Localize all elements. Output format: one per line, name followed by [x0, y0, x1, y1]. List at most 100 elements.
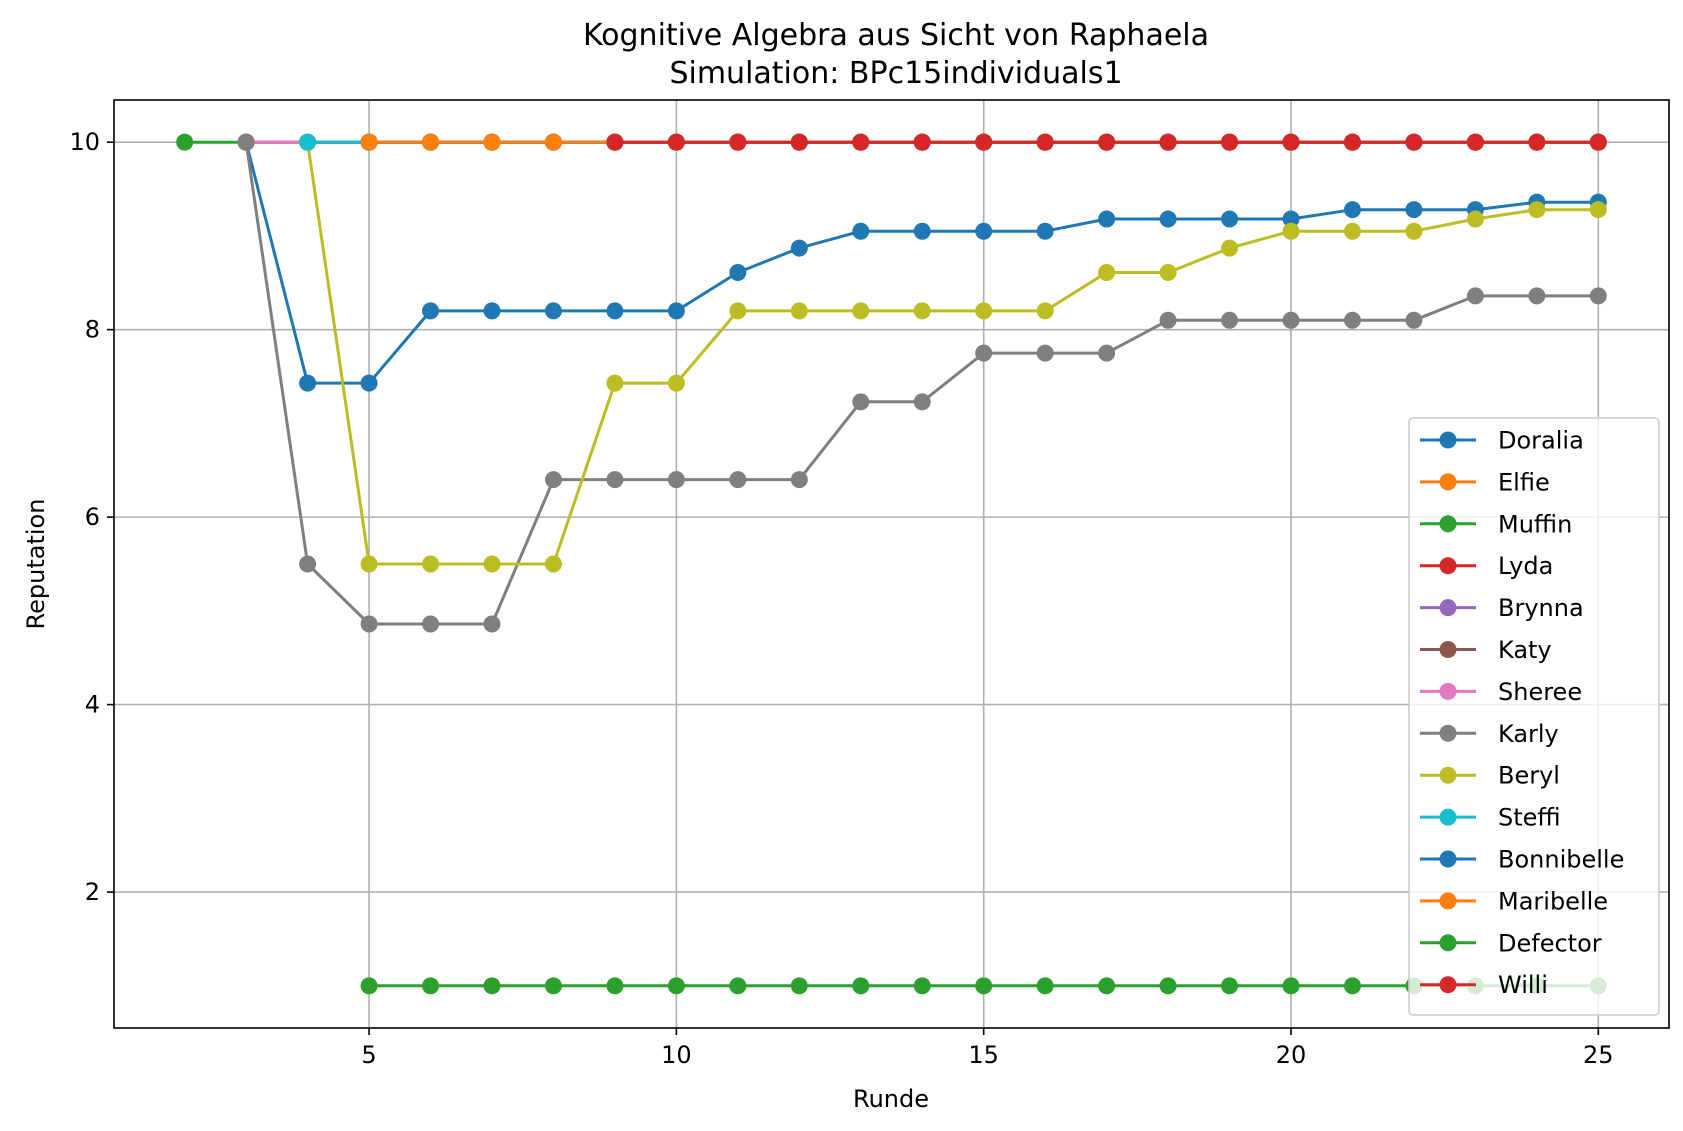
legend-item-brynna: Brynna: [1420, 594, 1584, 622]
data-point-karly: [667, 471, 685, 489]
data-point-beryl: [1466, 210, 1484, 228]
data-point-doralia: [975, 222, 993, 240]
legend-item-beryl: Beryl: [1420, 762, 1560, 790]
chart-subtitle: Simulation: BPc15individuals1: [669, 56, 1122, 91]
data-point-willi: [852, 133, 870, 151]
data-point-doralia: [852, 222, 870, 240]
legend-label: Willi: [1498, 971, 1548, 999]
data-point-willi: [790, 133, 808, 151]
plot-frame: [113, 99, 1670, 1029]
legend-marker: [1439, 641, 1457, 658]
legend: Doralia Elfie Muffin Lyda Brynna Katy Sheree Ka…: [1408, 417, 1660, 1016]
data-point-defector: [790, 977, 808, 995]
data-point-karly: [852, 393, 870, 411]
data-point-defector: [422, 977, 440, 995]
data-point-beryl: [360, 555, 378, 573]
data-point-beryl: [1528, 201, 1546, 219]
y-tick-label: 8: [85, 316, 100, 344]
data-point-doralia: [422, 302, 440, 320]
data-point-muffin: [176, 133, 194, 151]
data-point-karly: [299, 555, 317, 573]
legend-item-sheree: Sheree: [1420, 678, 1582, 706]
data-point-beryl: [975, 302, 993, 320]
data-point-karly: [1589, 287, 1607, 305]
legend-marker: [1439, 934, 1457, 952]
data-point-beryl: [913, 302, 931, 320]
legend-marker: [1439, 431, 1457, 449]
y-tick-label: 4: [85, 691, 100, 719]
legend-label: Bonnibelle: [1498, 846, 1624, 874]
ticks: 5 10 15 20 25 2 4 6 8 10: [69, 128, 1613, 1069]
legend-label: Steffi: [1498, 804, 1561, 832]
data-point-doralia: [1405, 201, 1423, 219]
x-axis-label: Runde: [853, 1085, 929, 1113]
legend-item-defector: Defector: [1420, 929, 1602, 957]
data-point-karly: [1159, 311, 1177, 329]
data-point-beryl: [790, 302, 808, 320]
series-willi: [606, 133, 1607, 151]
data-point-karly: [1528, 287, 1546, 305]
series-layer: [176, 133, 1607, 995]
legend-item-lyda: Lyda: [1420, 552, 1553, 580]
legend-item-karly: Karly: [1420, 720, 1559, 748]
data-point-maribelle: [544, 133, 562, 151]
data-point-doralia: [1159, 210, 1177, 228]
x-tick-label: 5: [361, 1041, 376, 1069]
data-point-willi: [1159, 133, 1177, 151]
series-karly: [237, 133, 1607, 633]
data-point-doralia: [790, 239, 808, 257]
data-point-willi: [606, 133, 624, 151]
data-point-beryl: [667, 374, 685, 392]
legend-box: [1408, 417, 1660, 1016]
legend-marker: [1439, 808, 1457, 826]
data-point-defector: [1221, 977, 1239, 995]
data-point-doralia: [299, 374, 317, 392]
x-tick-label: 10: [661, 1041, 692, 1069]
data-point-willi: [975, 133, 993, 151]
data-point-karly: [606, 471, 624, 489]
chart-title: Kognitive Algebra aus Sicht von Raphaela: [583, 18, 1209, 53]
data-point-defector: [975, 977, 993, 995]
data-point-steffi: [299, 133, 317, 151]
y-tick-label: 6: [85, 503, 100, 531]
data-point-beryl: [1589, 201, 1607, 219]
data-point-doralia: [1221, 210, 1239, 228]
legend-marker: [1439, 724, 1457, 742]
data-point-karly: [1098, 344, 1116, 362]
legend-label: Brynna: [1498, 594, 1584, 622]
data-point-defector: [606, 977, 624, 995]
data-point-willi: [729, 133, 747, 151]
legend-label: Doralia: [1498, 427, 1584, 455]
data-point-beryl: [1036, 302, 1054, 320]
data-point-willi: [1282, 133, 1300, 151]
data-point-beryl: [1221, 239, 1239, 257]
legend-marker: [1439, 515, 1457, 533]
data-point-defector: [360, 977, 378, 995]
y-axis-label: Reputation: [22, 499, 50, 630]
data-point-beryl: [422, 555, 440, 573]
legend-item-bonnibelle: Bonnibelle: [1420, 846, 1624, 874]
data-point-willi: [1098, 133, 1116, 151]
data-point-defector: [1282, 977, 1300, 995]
data-point-karly: [544, 471, 562, 489]
legend-label: Defector: [1498, 929, 1602, 957]
series-line-beryl: [306, 141, 1599, 566]
data-point-beryl: [483, 555, 501, 573]
data-point-doralia: [1282, 210, 1300, 228]
data-point-defector: [667, 977, 685, 995]
data-point-willi: [1036, 133, 1054, 151]
data-point-doralia: [606, 302, 624, 320]
data-point-beryl: [1159, 263, 1177, 281]
data-point-karly: [483, 615, 501, 633]
legend-marker: [1439, 599, 1457, 617]
legend-marker: [1439, 473, 1457, 491]
legend-label: Maribelle: [1498, 887, 1608, 915]
legend-label: Muffin: [1498, 510, 1572, 538]
data-point-defector: [1343, 977, 1361, 995]
legend-item-willi: Willi: [1420, 971, 1548, 999]
data-point-karly: [1466, 287, 1484, 305]
legend-label: Katy: [1498, 636, 1552, 664]
data-point-willi: [1221, 133, 1239, 151]
data-point-doralia: [483, 302, 501, 320]
